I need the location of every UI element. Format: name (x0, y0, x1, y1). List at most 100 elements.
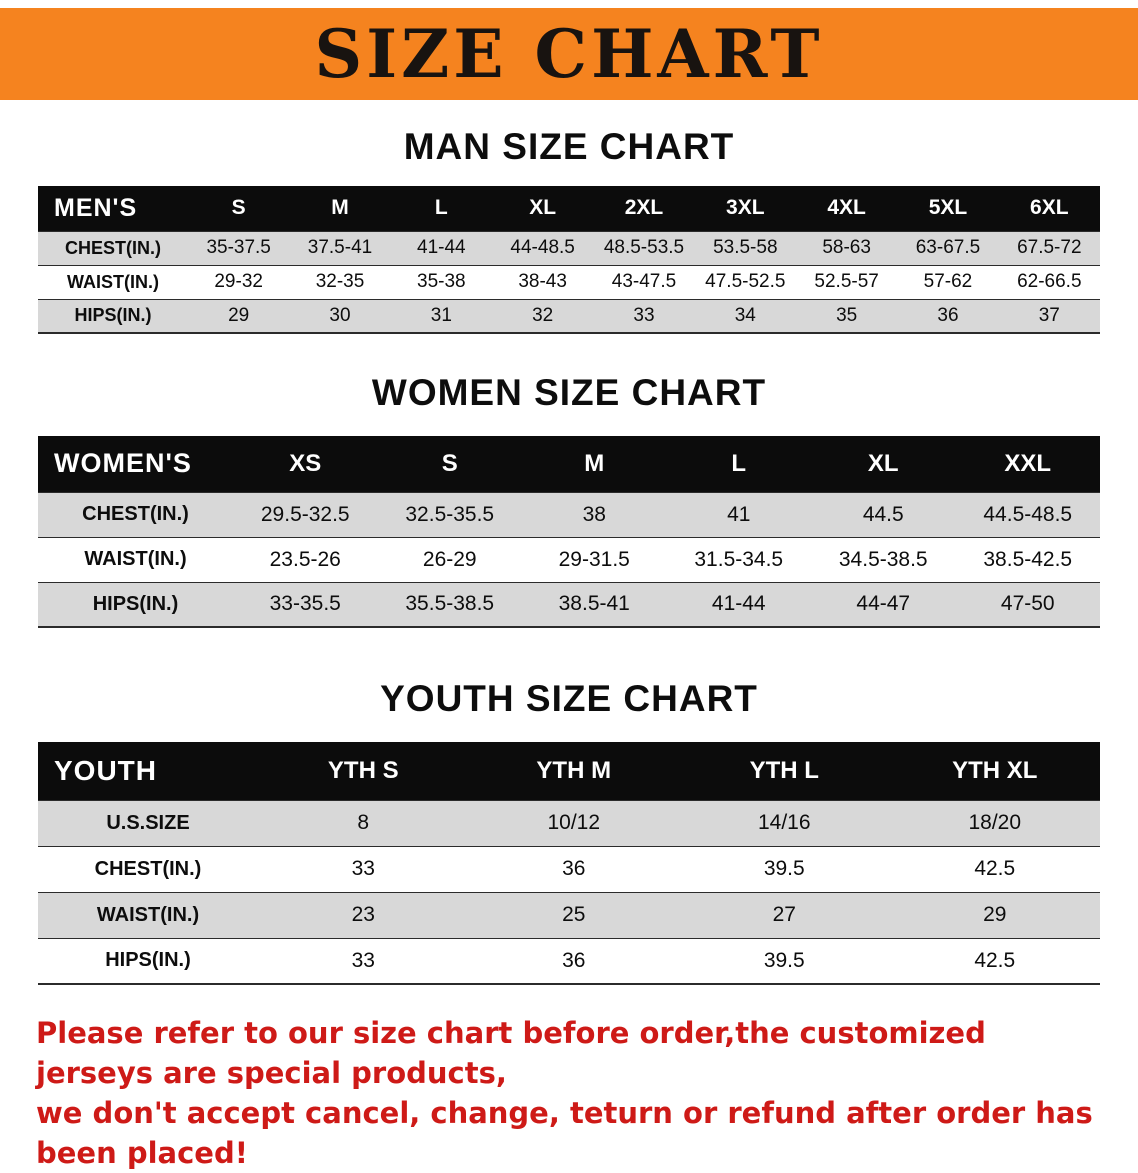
row-label: WAIST(IN.) (38, 891, 258, 938)
women-section: WOMEN SIZE CHART WOMEN'S XS S M L XL XXL CHEST(… (0, 372, 1138, 628)
column-header: 2XL (593, 186, 695, 231)
cell-value: 41-44 (666, 581, 811, 627)
cell-value: 41 (666, 491, 811, 537)
cell-value: 29 (188, 298, 290, 333)
table-row: CHEST(IN.) 35-37.5 37.5-41 41-44 44-48.5 48.5… (38, 230, 1100, 265)
disclaimer: Please refer to our size chart before or… (0, 1013, 1138, 1173)
cell-value: 25 (468, 891, 679, 938)
table-header-row: WOMEN'S XS S M L XL XXL (38, 436, 1100, 492)
cell-value: 33 (258, 845, 469, 892)
cell-value: 57-62 (897, 264, 999, 299)
table-body: U.S.SIZE 8 10/12 14/16 18/20 CHEST(IN.) 33 36 39… (38, 799, 1100, 984)
cell-value: 44.5 (811, 491, 956, 537)
women-size-table: WOMEN'S XS S M L XL XXL CHEST(IN.) 29.5-32.5 32.5… (38, 436, 1100, 628)
cell-value: 38.5-42.5 (955, 536, 1100, 582)
cell-value: 33 (593, 298, 695, 333)
table-title: WOMEN'S (38, 436, 233, 492)
column-header: XL (811, 436, 956, 492)
table-title: YOUTH (38, 742, 258, 800)
table-row: U.S.SIZE 8 10/12 14/16 18/20 (38, 799, 1100, 846)
column-header: S (188, 186, 290, 231)
men-size-table: MEN'S S M L XL 2XL 3XL 4XL 5XL 6XL CHEST(IN.) 35-37… (38, 186, 1100, 334)
cell-value: 47-50 (955, 581, 1100, 627)
cell-value: 48.5-53.5 (593, 230, 695, 265)
row-label: WAIST(IN.) (38, 536, 233, 582)
column-header: S (377, 436, 522, 492)
column-header: XS (233, 436, 378, 492)
column-header: XXL (955, 436, 1100, 492)
cell-value: 31.5-34.5 (666, 536, 811, 582)
column-header: YTH S (258, 742, 469, 800)
table-row: CHEST(IN.) 33 36 39.5 42.5 (38, 845, 1100, 892)
column-header: 5XL (897, 186, 999, 231)
column-header: YTH L (679, 742, 890, 800)
table-row: WAIST(IN.) 23 25 27 29 (38, 891, 1100, 938)
table-title: MEN'S (38, 186, 188, 231)
cell-value: 58-63 (795, 230, 898, 265)
row-label: CHEST(IN.) (38, 491, 233, 537)
table-head: WOMEN'S XS S M L XL XXL (38, 436, 1100, 492)
row-label: CHEST(IN.) (38, 845, 258, 892)
cell-value: 52.5-57 (795, 264, 898, 299)
table-row: CHEST(IN.) 29.5-32.5 32.5-35.5 38 41 44.5 44.5… (38, 491, 1100, 537)
column-header: L (390, 186, 492, 231)
table-row: WAIST(IN.) 23.5-26 26-29 29-31.5 31.5-34.5 34… (38, 536, 1100, 582)
cell-value: 53.5-58 (694, 230, 796, 265)
men-section-heading: MAN SIZE CHART (403, 126, 735, 167)
row-label: HIPS(IN.) (38, 581, 233, 627)
cell-value: 29.5-32.5 (233, 491, 378, 537)
cell-value: 41-44 (390, 230, 492, 265)
cell-value: 38 (522, 491, 667, 537)
cell-value: 35-38 (390, 264, 492, 299)
cell-value: 32.5-35.5 (377, 491, 522, 537)
cell-value: 44-47 (811, 581, 956, 627)
cell-value: 38.5-41 (522, 581, 667, 627)
cell-value: 67.5-72 (998, 230, 1100, 265)
column-header: L (666, 436, 811, 492)
youth-section: YOUTH SIZE CHART YOUTH YTH S YTH M YTH L YTH… (0, 678, 1138, 985)
column-header: 3XL (694, 186, 796, 231)
cell-value: 34.5-38.5 (811, 536, 956, 582)
table-row: HIPS(IN.) 33 36 39.5 42.5 (38, 937, 1100, 984)
cell-value: 32-35 (289, 264, 391, 299)
cell-value: 32 (491, 298, 594, 333)
cell-value: 36 (468, 937, 679, 984)
row-label: HIPS(IN.) (38, 298, 188, 333)
cell-value: 33-35.5 (233, 581, 378, 627)
cell-value: 43-47.5 (593, 264, 695, 299)
cell-value: 33 (258, 937, 469, 984)
cell-value: 23 (258, 891, 469, 938)
column-header: M (289, 186, 391, 231)
women-section-heading: WOMEN SIZE CHART (371, 372, 767, 413)
row-label: U.S.SIZE (38, 799, 258, 846)
row-label: CHEST(IN.) (38, 230, 188, 265)
table-head: YOUTH YTH S YTH M YTH L YTH XL (38, 742, 1100, 800)
table-row: HIPS(IN.) 33-35.5 35.5-38.5 38.5-41 41-44 44-… (38, 581, 1100, 627)
cell-value: 18/20 (889, 799, 1100, 846)
column-header: 6XL (998, 186, 1100, 231)
cell-value: 29-31.5 (522, 536, 667, 582)
column-header: M (522, 436, 667, 492)
table-row: HIPS(IN.) 29 30 31 32 33 34 35 36 37 (38, 298, 1100, 333)
cell-value: 30 (289, 298, 391, 333)
cell-value: 39.5 (679, 845, 890, 892)
cell-value: 38-43 (491, 264, 594, 299)
cell-value: 36 (897, 298, 999, 333)
cell-value: 63-67.5 (897, 230, 999, 265)
cell-value: 10/12 (468, 799, 679, 846)
table-header-row: MEN'S S M L XL 2XL 3XL 4XL 5XL 6XL (38, 186, 1100, 231)
cell-value: 23.5-26 (233, 536, 378, 582)
youth-size-table: YOUTH YTH S YTH M YTH L YTH XL U.S.SIZE 8 10/12… (38, 742, 1100, 985)
cell-value: 47.5-52.5 (694, 264, 796, 299)
cell-value: 14/16 (679, 799, 890, 846)
cell-value: 42.5 (889, 937, 1100, 984)
cell-value: 39.5 (679, 937, 890, 984)
disclaimer-line-2: we don't accept cancel, change, teturn o… (36, 1096, 1093, 1171)
cell-value: 62-66.5 (998, 264, 1100, 299)
cell-value: 8 (258, 799, 469, 846)
cell-value: 37 (998, 298, 1100, 333)
cell-value: 27 (679, 891, 890, 938)
table-body: CHEST(IN.) 29.5-32.5 32.5-35.5 38 41 44.5 44.5… (38, 491, 1100, 627)
row-label: WAIST(IN.) (38, 264, 188, 299)
cell-value: 31 (390, 298, 492, 333)
